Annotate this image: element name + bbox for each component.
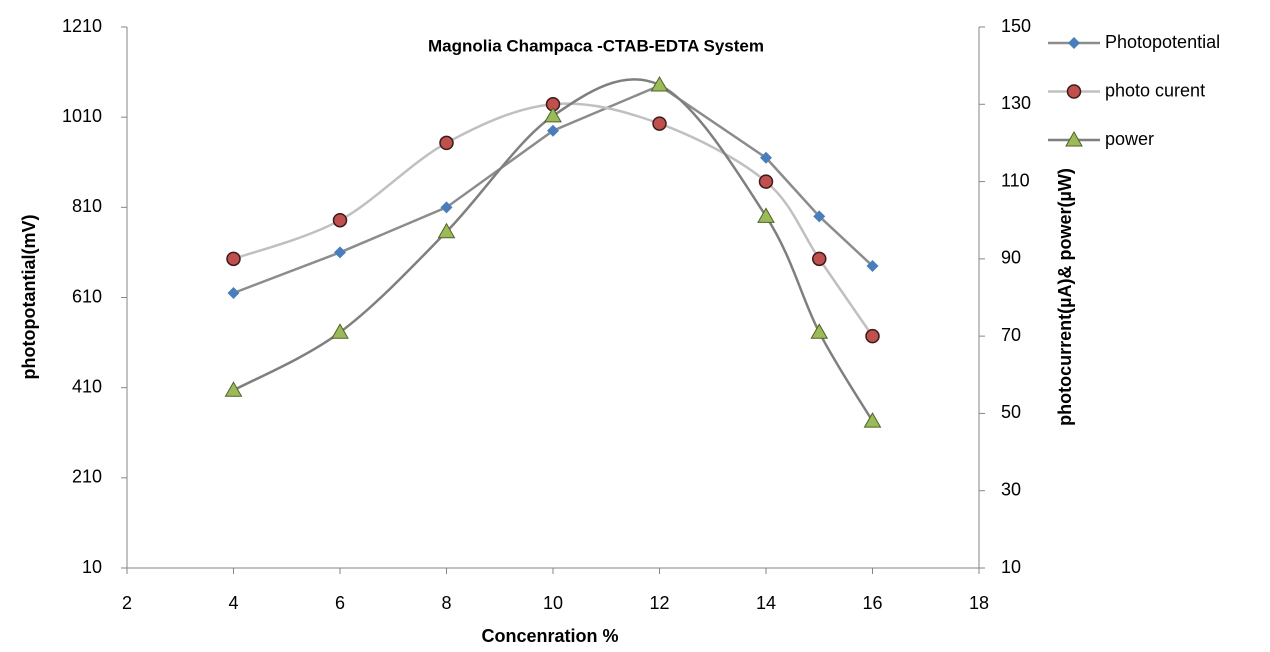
y-tick-label: 610: [72, 286, 102, 306]
chart-title: Magnolia Champaca -CTAB-EDTA System: [428, 36, 764, 55]
marker: [440, 201, 453, 214]
marker: [547, 124, 559, 137]
x-tick-label: 18: [969, 593, 989, 613]
marker: [812, 251, 827, 267]
y2-tick-label: 130: [1001, 93, 1031, 113]
y2-tick-label: 50: [1001, 402, 1021, 422]
marker: [439, 135, 454, 151]
marker: [652, 116, 667, 131]
legend-marker: [1066, 84, 1082, 99]
marker: [810, 323, 829, 339]
marker: [650, 75, 669, 92]
marker: [331, 323, 349, 339]
x-tick-label: 14: [756, 593, 776, 613]
legend-label: photo curent: [1105, 80, 1205, 100]
y2-axis-title: photocurrent(µA)& power(µW): [1055, 168, 1075, 426]
marker: [332, 212, 348, 228]
y2-tick-label: 10: [1001, 557, 1021, 577]
y2-tick-label: 70: [1001, 325, 1021, 345]
marker: [866, 259, 879, 272]
marker: [334, 246, 346, 259]
legend-marker: [1068, 37, 1080, 49]
x-tick-label: 10: [543, 593, 563, 613]
y-tick-label: 1210: [62, 16, 102, 36]
y-tick-label: 810: [72, 196, 102, 216]
marker: [758, 174, 774, 189]
marker: [760, 151, 772, 164]
marker: [437, 222, 456, 239]
marker: [544, 106, 562, 123]
y-axis-title: photopotantial(mV): [19, 215, 39, 380]
marker: [863, 412, 882, 428]
x-tick-label: 4: [228, 593, 238, 613]
legend-label: power: [1105, 129, 1154, 149]
marker: [757, 207, 775, 223]
y2-tick-label: 110: [1001, 170, 1030, 190]
y-tick-label: 10: [82, 557, 102, 577]
marker: [226, 251, 241, 267]
x-tick-label: 2: [122, 593, 132, 613]
series-line: [233, 102, 874, 337]
x-tick-label: 12: [649, 593, 669, 613]
x-tick-label: 8: [441, 593, 451, 613]
marker: [865, 328, 880, 344]
y2-tick-label: 150: [1001, 16, 1031, 36]
series-line: [232, 78, 874, 422]
y-tick-label: 210: [72, 467, 102, 487]
x-tick-label: 6: [335, 593, 345, 613]
marker: [813, 210, 826, 223]
legend-label: Photopotential: [1105, 32, 1220, 52]
legend-marker: [1065, 130, 1083, 147]
x-tick-label: 16: [862, 593, 882, 613]
marker: [224, 381, 243, 397]
y-tick-label: 410: [72, 376, 102, 396]
y2-tick-label: 30: [1001, 479, 1021, 499]
x-axis-title: Concenration %: [481, 626, 618, 646]
y2-tick-label: 90: [1001, 248, 1021, 268]
marker: [227, 286, 240, 299]
y-tick-label: 1010: [62, 106, 102, 126]
